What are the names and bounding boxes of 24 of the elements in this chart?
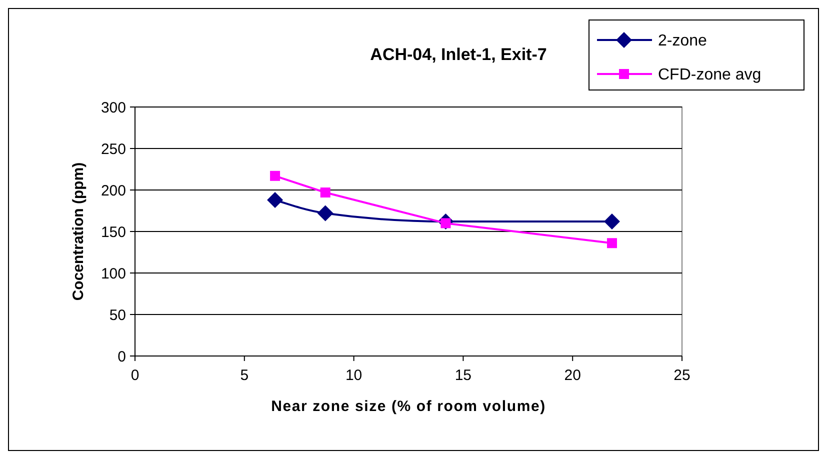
x-tick-label: 25 <box>674 367 690 384</box>
y-axis-title: Cocentration (ppm) <box>70 162 87 301</box>
x-axis-title: Near zone size (% of room volume) <box>271 398 546 415</box>
legend-label: 2-zone <box>658 32 708 50</box>
point <box>317 205 334 222</box>
y-tick-label: 0 <box>118 348 126 366</box>
y-tick-label: 200 <box>100 182 126 200</box>
x-tick-label: 20 <box>564 367 581 384</box>
x-tick-label: 15 <box>454 367 472 384</box>
point <box>604 214 620 230</box>
point <box>270 170 280 181</box>
y-tick-label: 100 <box>100 265 126 282</box>
x-tick-label: 10 <box>345 367 362 384</box>
point <box>606 238 617 248</box>
y-tick-label: 150 <box>100 224 126 241</box>
legend-label: CFD-zone avg <box>658 66 762 84</box>
x-tick-label: 5 <box>240 367 249 384</box>
point <box>267 192 284 208</box>
x-tick-label: 0 <box>130 367 140 384</box>
point <box>320 187 330 198</box>
y-tick-label: 300 <box>100 99 126 116</box>
chart-title: ACH-04, Inlet-1, Exit-7 <box>370 45 547 64</box>
y-tick-label: 250 <box>100 140 126 158</box>
y-tick-label: 50 <box>109 306 126 324</box>
